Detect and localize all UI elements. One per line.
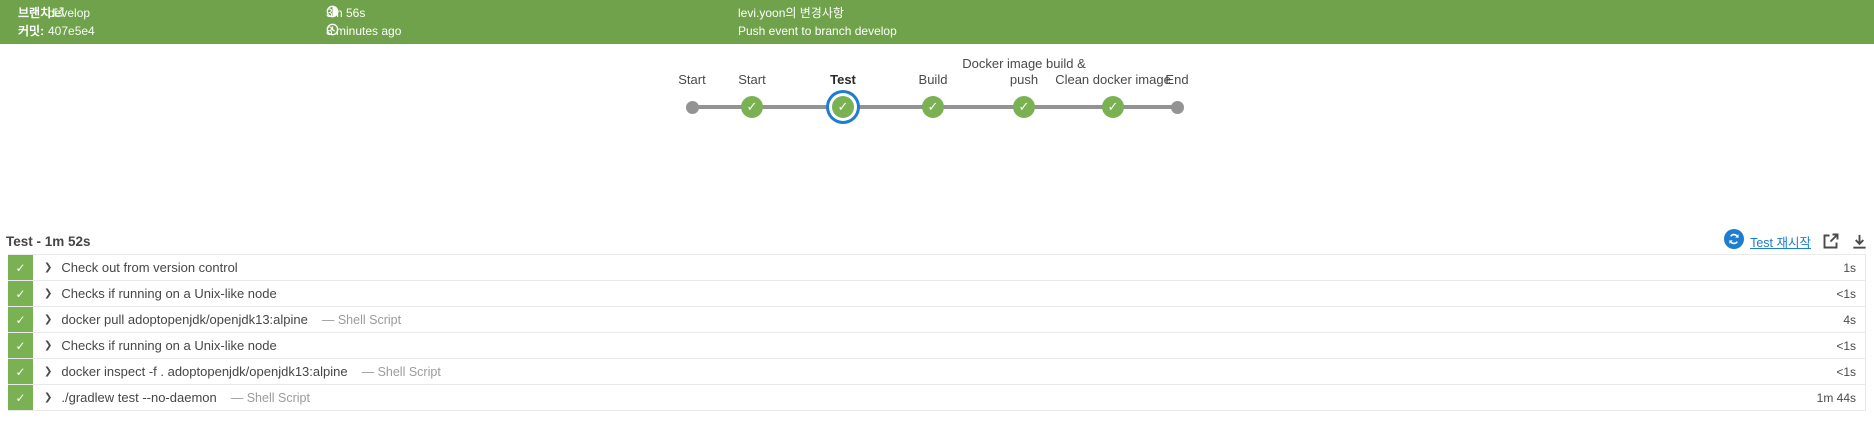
stage-label-start: Start [738,72,766,87]
pipeline-graph: Start Start Test Build Docker image buil… [0,44,1874,228]
stage-node-docker-build-push[interactable]: ✓ [1013,96,1035,118]
chevron-right-icon: ❯ [44,288,53,299]
chevron-right-icon: ❯ [44,340,53,351]
chevron-right-icon: ❯ [44,366,53,377]
steps-title: Test - 1m 52s [6,233,91,249]
stage-label-end: End [1165,72,1189,87]
open-in-new-tab-icon[interactable] [1822,232,1840,250]
step-meta: — Shell Script [230,390,310,405]
restart-stage-button[interactable]: Test 재시작 [1724,228,1811,254]
step-row-checkout[interactable]: ✓ ❯ Check out from version control 1s [8,255,1866,281]
run-cause: Push event to branch develop [738,24,897,38]
step-success-badge: ✓ [8,385,33,410]
stage-label-build: Build [918,72,948,87]
step-meta: — Shell Script [361,364,441,379]
steps-header: Test - 1m 52s Test 재시작 [0,228,1874,254]
stage-node-end-terminal [1171,101,1184,114]
restart-label[interactable]: Test 재시작 [1750,235,1811,250]
stage-label-clean-docker: Clean docker image [1055,72,1171,87]
step-label: docker pull adoptopenjdk/openjdk13:alpin… [61,312,308,327]
commit-value: 407e5e4 [48,24,95,38]
restart-icon [1724,228,1745,254]
download-log-icon[interactable] [1851,233,1868,250]
step-label: ./gradlew test --no-daemon [61,390,217,405]
step-duration: <1s [1836,286,1856,301]
steps-list: ✓ ❯ Check out from version control 1s ✓ … [8,254,1866,411]
step-meta: — Shell Script [321,312,402,327]
step-duration: <1s [1836,364,1856,379]
step-label: Check out from version control [61,260,238,275]
step-label: Checks if running on a Unix-like node [61,338,277,353]
run-changes: levi.yoon의 변경사항 [738,6,844,20]
stage-node-build[interactable]: ✓ [922,96,944,118]
stage-node-clean-docker[interactable]: ✓ [1102,96,1124,118]
run-header-bar: 브랜치: develop 3m 56s levi.yoon의 변경사항 커밋: … [0,0,1874,44]
step-row-gradle-test[interactable]: ✓ ❯ ./gradlew test --no-daemon — Shell S… [8,385,1866,411]
stage-node-start[interactable]: ✓ [741,96,763,118]
step-success-badge: ✓ [8,281,33,306]
step-duration: 1s [1843,260,1856,275]
stage-label-start-terminal: Start [678,72,706,87]
chevron-right-icon: ❯ [44,392,53,403]
step-duration: <1s [1836,338,1856,353]
step-success-badge: ✓ [8,333,33,358]
step-success-badge: ✓ [8,255,33,280]
chevron-right-icon: ❯ [44,314,53,325]
step-success-badge: ✓ [8,307,33,332]
clock-icon [326,23,339,41]
stage-label-docker-build-push: Docker image build & push [962,56,1086,87]
stage-node-test-selected[interactable]: ✓ [832,96,854,118]
step-duration: 1m 44s [1816,390,1856,405]
step-row-docker-inspect[interactable]: ✓ ❯ docker inspect -f . adoptopenjdk/ope… [8,359,1866,385]
commit-label: 커밋: [18,24,45,38]
step-duration: 4s [1843,312,1856,327]
step-success-badge: ✓ [8,359,33,384]
step-label: docker inspect -f . adoptopenjdk/openjdk… [61,364,348,379]
external-link-icon [54,5,64,22]
step-row-docker-pull[interactable]: ✓ ❯ docker pull adoptopenjdk/openjdk13:a… [8,307,1866,333]
stage-label-test: Test [830,72,856,87]
stage-node-start-terminal [686,101,699,114]
step-row-unix-check-2[interactable]: ✓ ❯ Checks if running on a Unix-like nod… [8,333,1866,359]
duration-icon [326,5,339,23]
step-row-unix-check-1[interactable]: ✓ ❯ Checks if running on a Unix-like nod… [8,281,1866,307]
chevron-right-icon: ❯ [44,262,53,273]
branch-label: 브랜치: [18,6,56,20]
step-label: Checks if running on a Unix-like node [61,286,277,301]
